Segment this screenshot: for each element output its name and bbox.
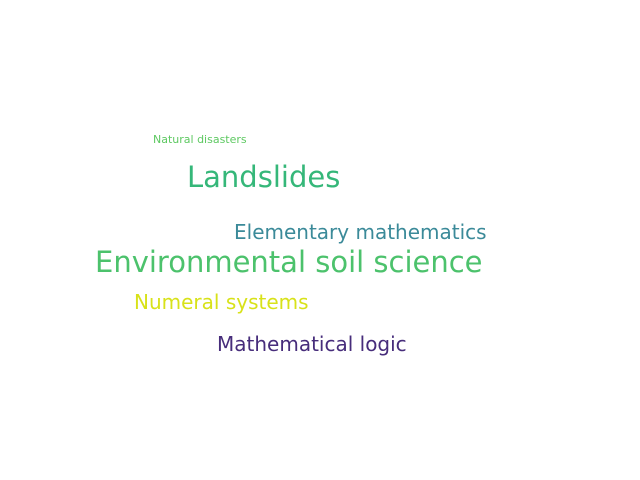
word-elementary-mathematics: Elementary mathematics [234, 220, 487, 244]
word-landslides: Landslides [187, 160, 341, 194]
word-mathematical-logic: Mathematical logic [217, 332, 407, 356]
word-natural-disasters: Natural disasters [153, 133, 247, 146]
word-environmental-soil-science: Environmental soil science [95, 245, 483, 279]
word-numeral-systems: Numeral systems [134, 290, 309, 314]
